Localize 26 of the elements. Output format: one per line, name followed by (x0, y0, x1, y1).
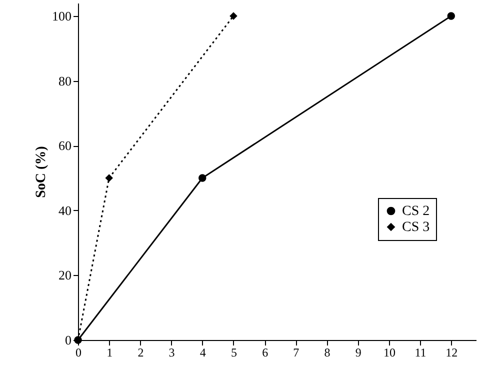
point (447, 12, 455, 20)
x-tick-label: 10 (383, 346, 396, 360)
y-tick-label: 0 (65, 332, 72, 348)
x-tick-label: 1 (106, 346, 113, 360)
y-tick-label: 40 (58, 202, 72, 218)
y-tick-label: 60 (58, 138, 72, 154)
y-tick-label: 20 (58, 268, 72, 283)
x-tick-label: 0 (76, 346, 82, 360)
y-tick-label: 80 (58, 73, 72, 88)
x-tick-label: 9 (355, 346, 362, 360)
x-tick-label: 2 (138, 346, 144, 360)
y-tick-label: 100 (52, 8, 72, 24)
x-tick-label: 11 (414, 346, 426, 360)
x-tick-label: 8 (324, 346, 330, 360)
x-tick-label: 7 (293, 346, 300, 360)
x-tick-label: 3 (168, 346, 175, 360)
x-tick-label: 5 (230, 346, 237, 360)
point (105, 174, 113, 182)
point (198, 174, 206, 182)
y-axis-title: SoC (%) (34, 146, 49, 198)
legend-label: CS 2 (402, 204, 430, 219)
x-tick-label: 6 (262, 346, 268, 360)
point (230, 12, 238, 20)
x-tick-label: 4 (200, 346, 206, 360)
x-tick-label: 12 (446, 346, 458, 360)
legend-label: CS 3 (402, 220, 430, 235)
